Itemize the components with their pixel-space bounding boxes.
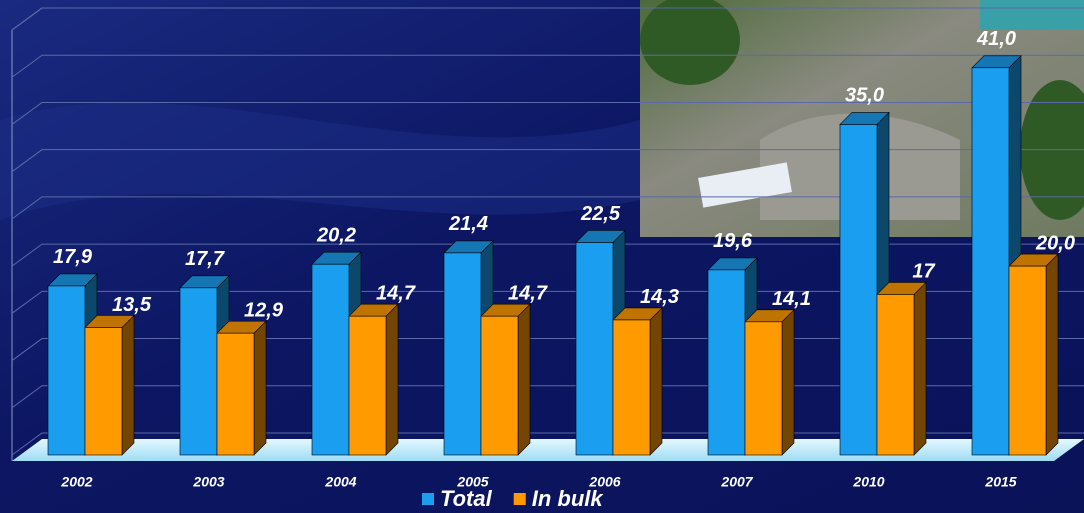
x-tick-label: 2002: [60, 474, 92, 490]
bar-front: [575, 242, 614, 456]
bar-front: [744, 321, 783, 456]
value-label: 17,9: [53, 246, 93, 268]
value-label: 13,5: [112, 294, 152, 316]
value-label: 20,2: [316, 225, 356, 247]
grid-line: [11, 101, 1084, 125]
value-label: 14,7: [508, 282, 548, 304]
x-tick-label: 2005: [456, 474, 488, 490]
bar-front: [971, 67, 1010, 456]
value-label: 14,3: [640, 286, 679, 308]
value-label: 17: [912, 261, 935, 283]
bar-side: [517, 303, 531, 456]
bar-front: [179, 287, 218, 456]
x-tick-label: 2010: [852, 474, 884, 490]
bar: [216, 320, 267, 456]
value-label: 17,7: [185, 248, 225, 270]
legend-swatch: [422, 493, 434, 505]
x-tick-label: 2003: [192, 474, 224, 490]
value-label: 41,0: [976, 28, 1016, 50]
value-label: 19,6: [713, 230, 753, 252]
bar: [348, 303, 399, 456]
bar-front: [839, 124, 878, 456]
bar: [612, 307, 663, 456]
bar: [1008, 253, 1059, 456]
bar-front: [47, 285, 86, 456]
legend-label: Total: [440, 486, 493, 511]
grid-line: [11, 149, 1084, 173]
floor: [12, 439, 1084, 461]
bar: [876, 281, 927, 456]
bar: [443, 240, 494, 456]
bar-front: [348, 315, 387, 456]
bar-side: [781, 309, 795, 456]
bar: [84, 314, 135, 456]
value-label: 22,5: [580, 203, 621, 225]
bar: [744, 309, 795, 456]
bar-side: [121, 314, 135, 456]
x-tick-label: 2004: [324, 474, 356, 490]
bar-front: [707, 269, 746, 456]
x-tick-label: 2006: [588, 474, 620, 490]
value-label: 20,0: [1035, 232, 1075, 254]
value-label: 21,4: [448, 213, 488, 235]
x-tick-label: 2007: [720, 474, 753, 490]
bar-front: [480, 315, 519, 456]
value-label: 12,9: [244, 299, 284, 321]
bar-front: [84, 327, 123, 456]
grid-line: [11, 54, 1084, 78]
bar-front: [311, 263, 350, 456]
grid-line: [11, 196, 1084, 220]
bar-front: [876, 294, 915, 456]
legend-swatch: [513, 493, 526, 505]
value-label: 14,1: [772, 288, 811, 310]
background-swoop: [0, 102, 640, 220]
bar-side: [913, 281, 927, 456]
bar: [480, 303, 531, 456]
x-tick-label: 2015: [984, 474, 1016, 490]
bar-side: [253, 320, 267, 456]
bar-front: [443, 252, 482, 456]
grid-line: [11, 243, 1084, 267]
value-label: 14,7: [376, 282, 416, 304]
bar-front: [1008, 265, 1047, 456]
bar-side: [385, 303, 399, 456]
legend-label: In bulk: [532, 486, 605, 511]
bar-front: [216, 332, 255, 456]
bar: [839, 111, 890, 456]
bar-front: [612, 319, 651, 456]
value-label: 35,0: [845, 85, 884, 107]
grid-line: [11, 7, 1084, 31]
bar-side: [649, 307, 663, 456]
bar-side: [1045, 253, 1059, 456]
